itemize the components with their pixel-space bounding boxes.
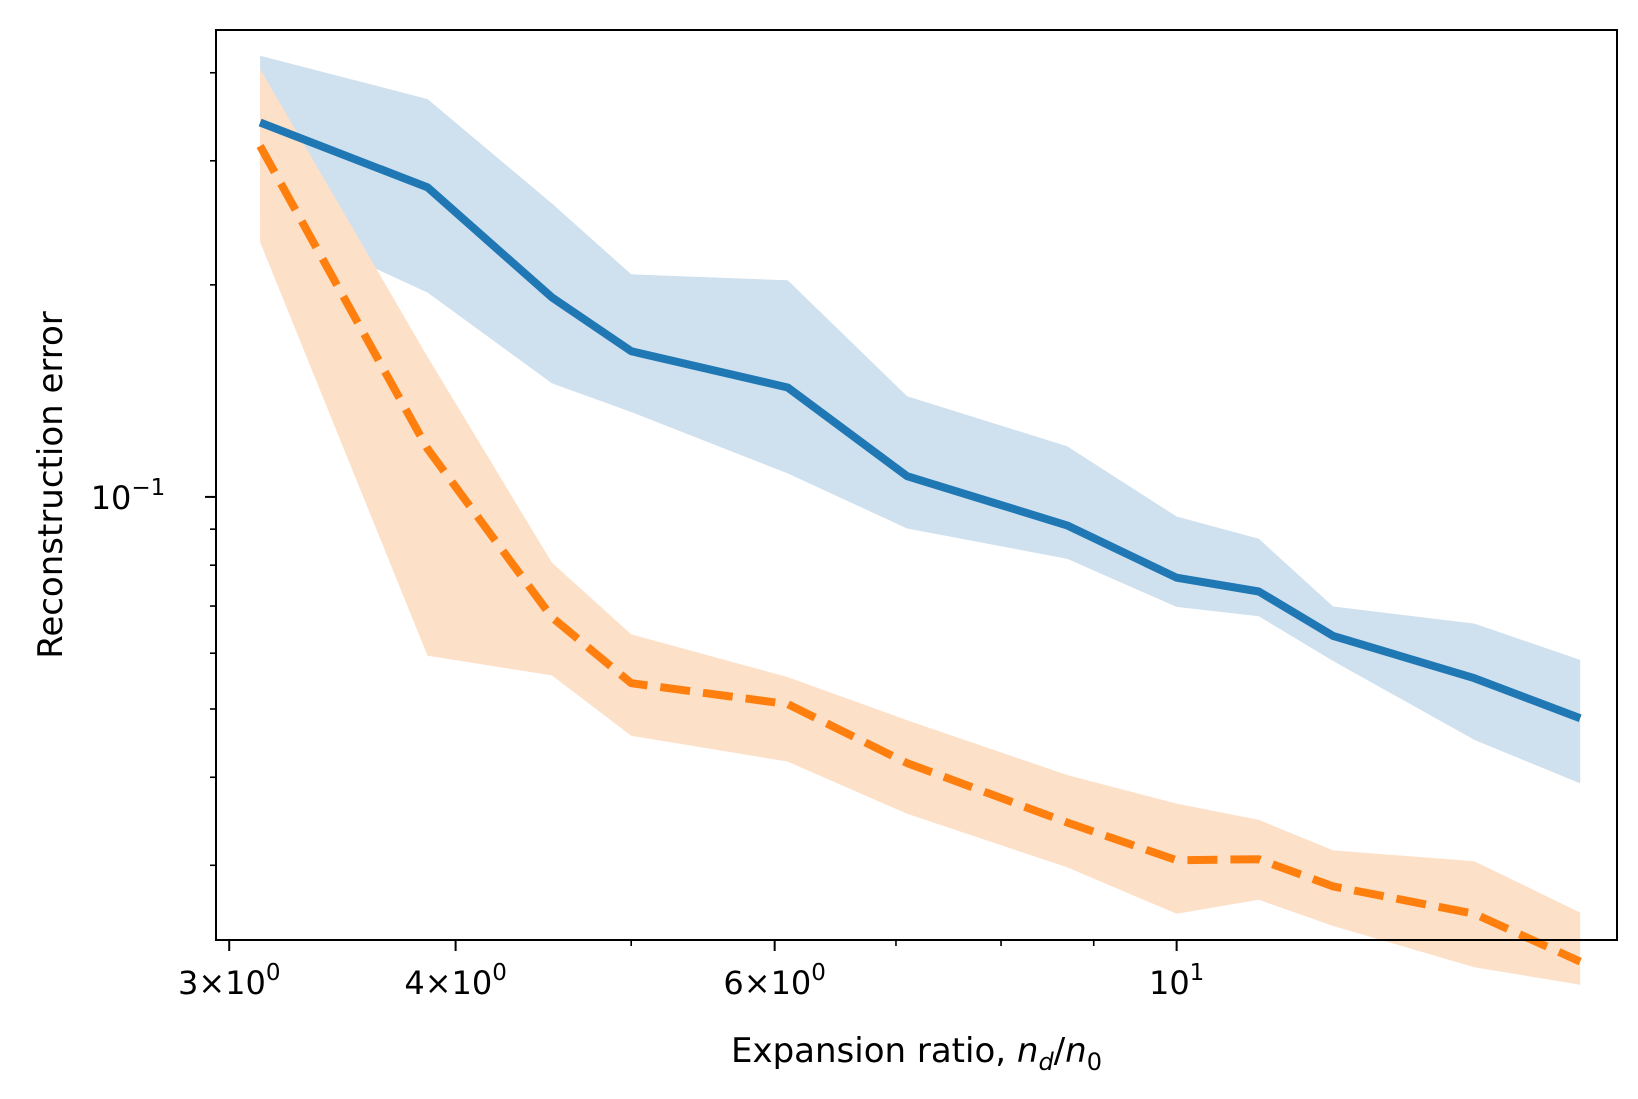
confidence-bands <box>260 55 1581 985</box>
y-tick-label: 10−1 <box>91 475 166 517</box>
x-tick-label: 4×100 <box>404 960 507 1002</box>
band-series-1 <box>260 55 1581 784</box>
tick-labels: 3×100 4×100 6×100 101 10−1 <box>91 475 1205 1002</box>
axis-ticks <box>205 71 1178 951</box>
series-lines <box>256 118 1582 966</box>
x-axis-label: Expansion ratio, nd/n0 <box>731 1031 1102 1076</box>
x-tick-label: 6×100 <box>723 960 826 1002</box>
y-axis-label: Reconstruction error <box>31 311 71 659</box>
line-series-1 <box>258 118 1582 723</box>
x-tick-label: 3×100 <box>178 960 281 1002</box>
band-series-2 <box>260 69 1581 985</box>
line-series-2 <box>256 143 1582 966</box>
x-tick-label: 101 <box>1149 960 1204 1002</box>
plot-area-frame <box>215 29 1618 941</box>
